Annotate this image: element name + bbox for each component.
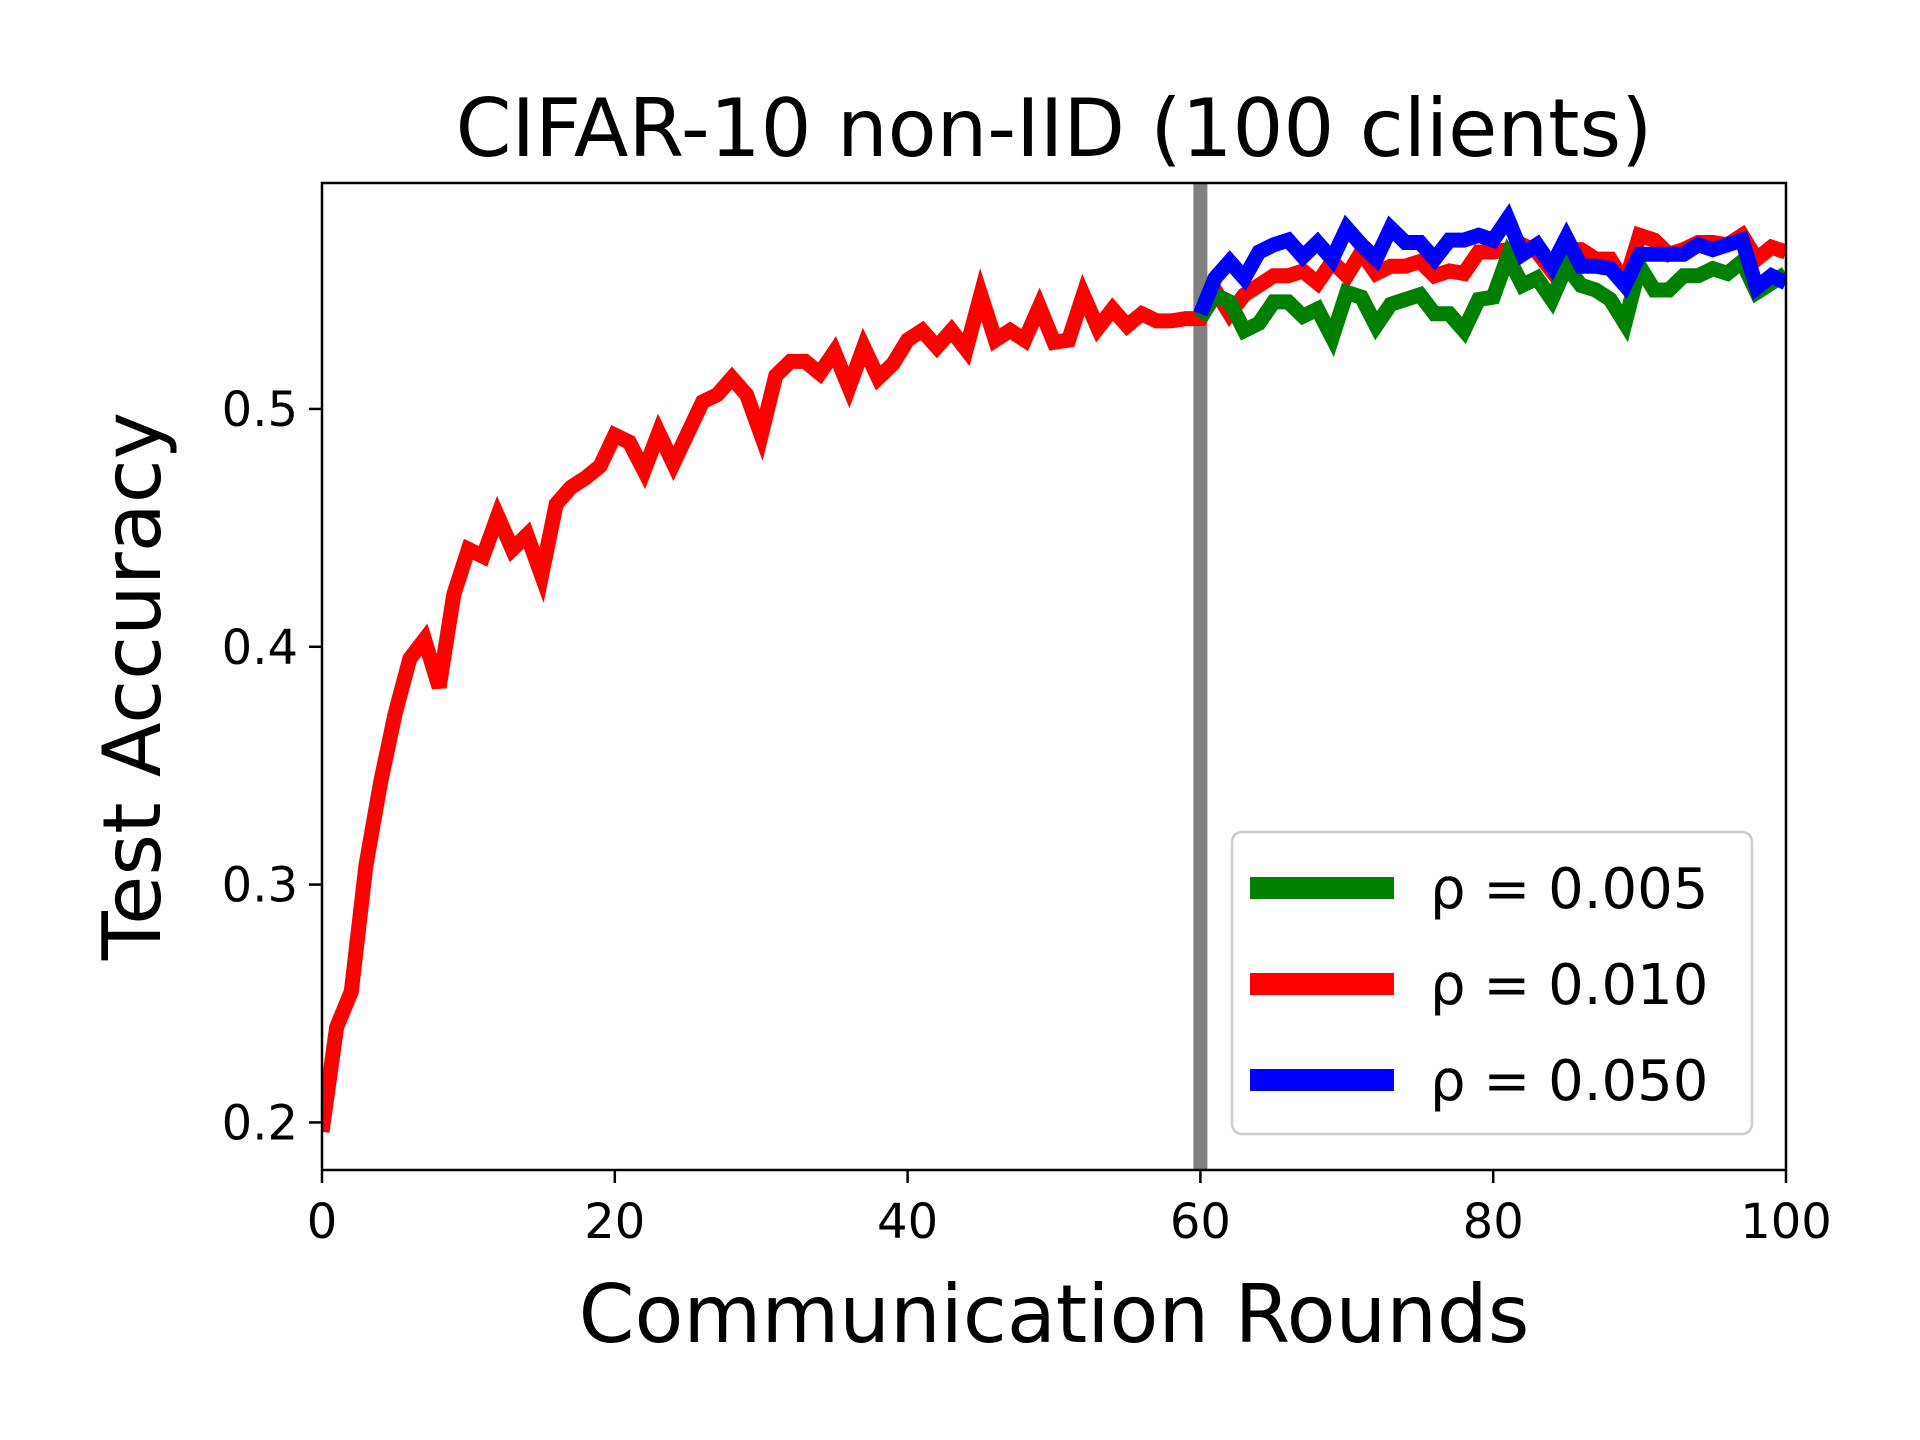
legend-label: ρ = 0.010 [1430, 953, 1708, 1018]
legend-label: ρ = 0.005 [1430, 857, 1708, 922]
series-line-1 [1194, 237, 1786, 358]
x-tick-label: 40 [877, 1194, 938, 1250]
y-tick-label: 0.5 [222, 382, 298, 438]
x-tick-label: 100 [1740, 1194, 1832, 1250]
plot-frame [320, 181, 1788, 1172]
legend-box [1230, 830, 1754, 1136]
x-tick-label: 0 [307, 1194, 338, 1250]
x-tick-label: 80 [1463, 1194, 1524, 1250]
legend-label: ρ = 0.050 [1430, 1049, 1708, 1114]
y-tick-label: 0.3 [222, 858, 298, 914]
y-tick-label: 0.4 [222, 620, 298, 676]
plot-area: 0 20 40 60 80 100 0.2 0.3 0.4 0.5 [222, 181, 1832, 1250]
legend: ρ = 0.005 ρ = 0.010 ρ = 0.050 [1230, 830, 1754, 1136]
y-axis-label: Test Accuracy [86, 412, 179, 961]
y-tick-label: 0.2 [222, 1095, 298, 1151]
x-axis-label: Communication Rounds [579, 1268, 1530, 1361]
x-tick-label: 60 [1170, 1194, 1231, 1250]
series-group [322, 203, 1786, 1133]
x-tick-label: 20 [584, 1194, 645, 1250]
series-line-3 [1193, 203, 1786, 317]
chart-title: CIFAR-10 non-IID (100 clients) [456, 82, 1653, 175]
